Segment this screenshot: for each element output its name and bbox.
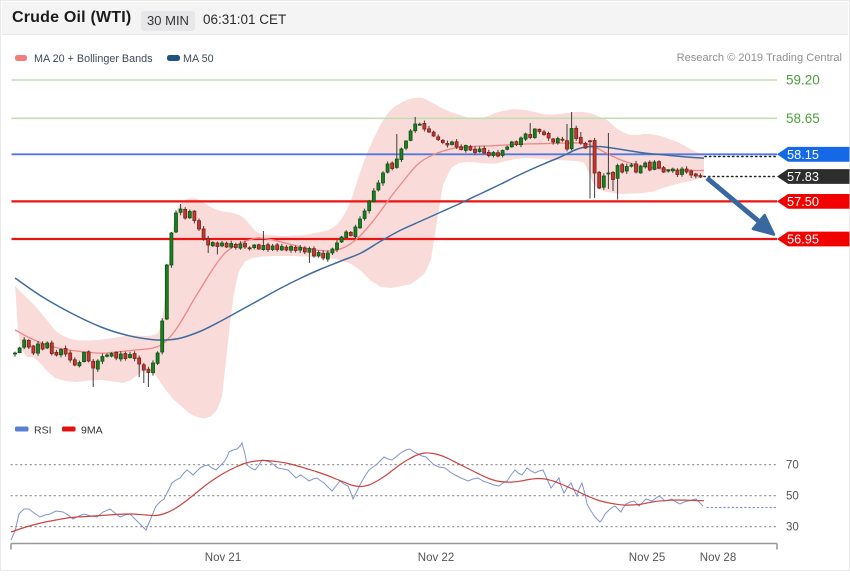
svg-text:58.65: 58.65 bbox=[786, 111, 820, 126]
svg-text:59.20: 59.20 bbox=[786, 73, 820, 88]
svg-text:Nov 22: Nov 22 bbox=[418, 552, 454, 564]
svg-text:Nov 28: Nov 28 bbox=[700, 552, 736, 564]
svg-text:70: 70 bbox=[786, 460, 799, 472]
svg-text:58.15: 58.15 bbox=[787, 147, 819, 162]
svg-text:Nov 21: Nov 21 bbox=[205, 552, 241, 564]
svg-text:57.50: 57.50 bbox=[787, 194, 819, 209]
svg-text:Nov 25: Nov 25 bbox=[629, 552, 665, 564]
svg-text:9MA: 9MA bbox=[81, 425, 103, 437]
svg-text:30: 30 bbox=[786, 522, 799, 534]
svg-text:57.83: 57.83 bbox=[787, 169, 819, 184]
svg-text:RSI: RSI bbox=[34, 425, 52, 437]
svg-text:56.95: 56.95 bbox=[787, 232, 819, 247]
svg-text:50: 50 bbox=[786, 491, 799, 503]
